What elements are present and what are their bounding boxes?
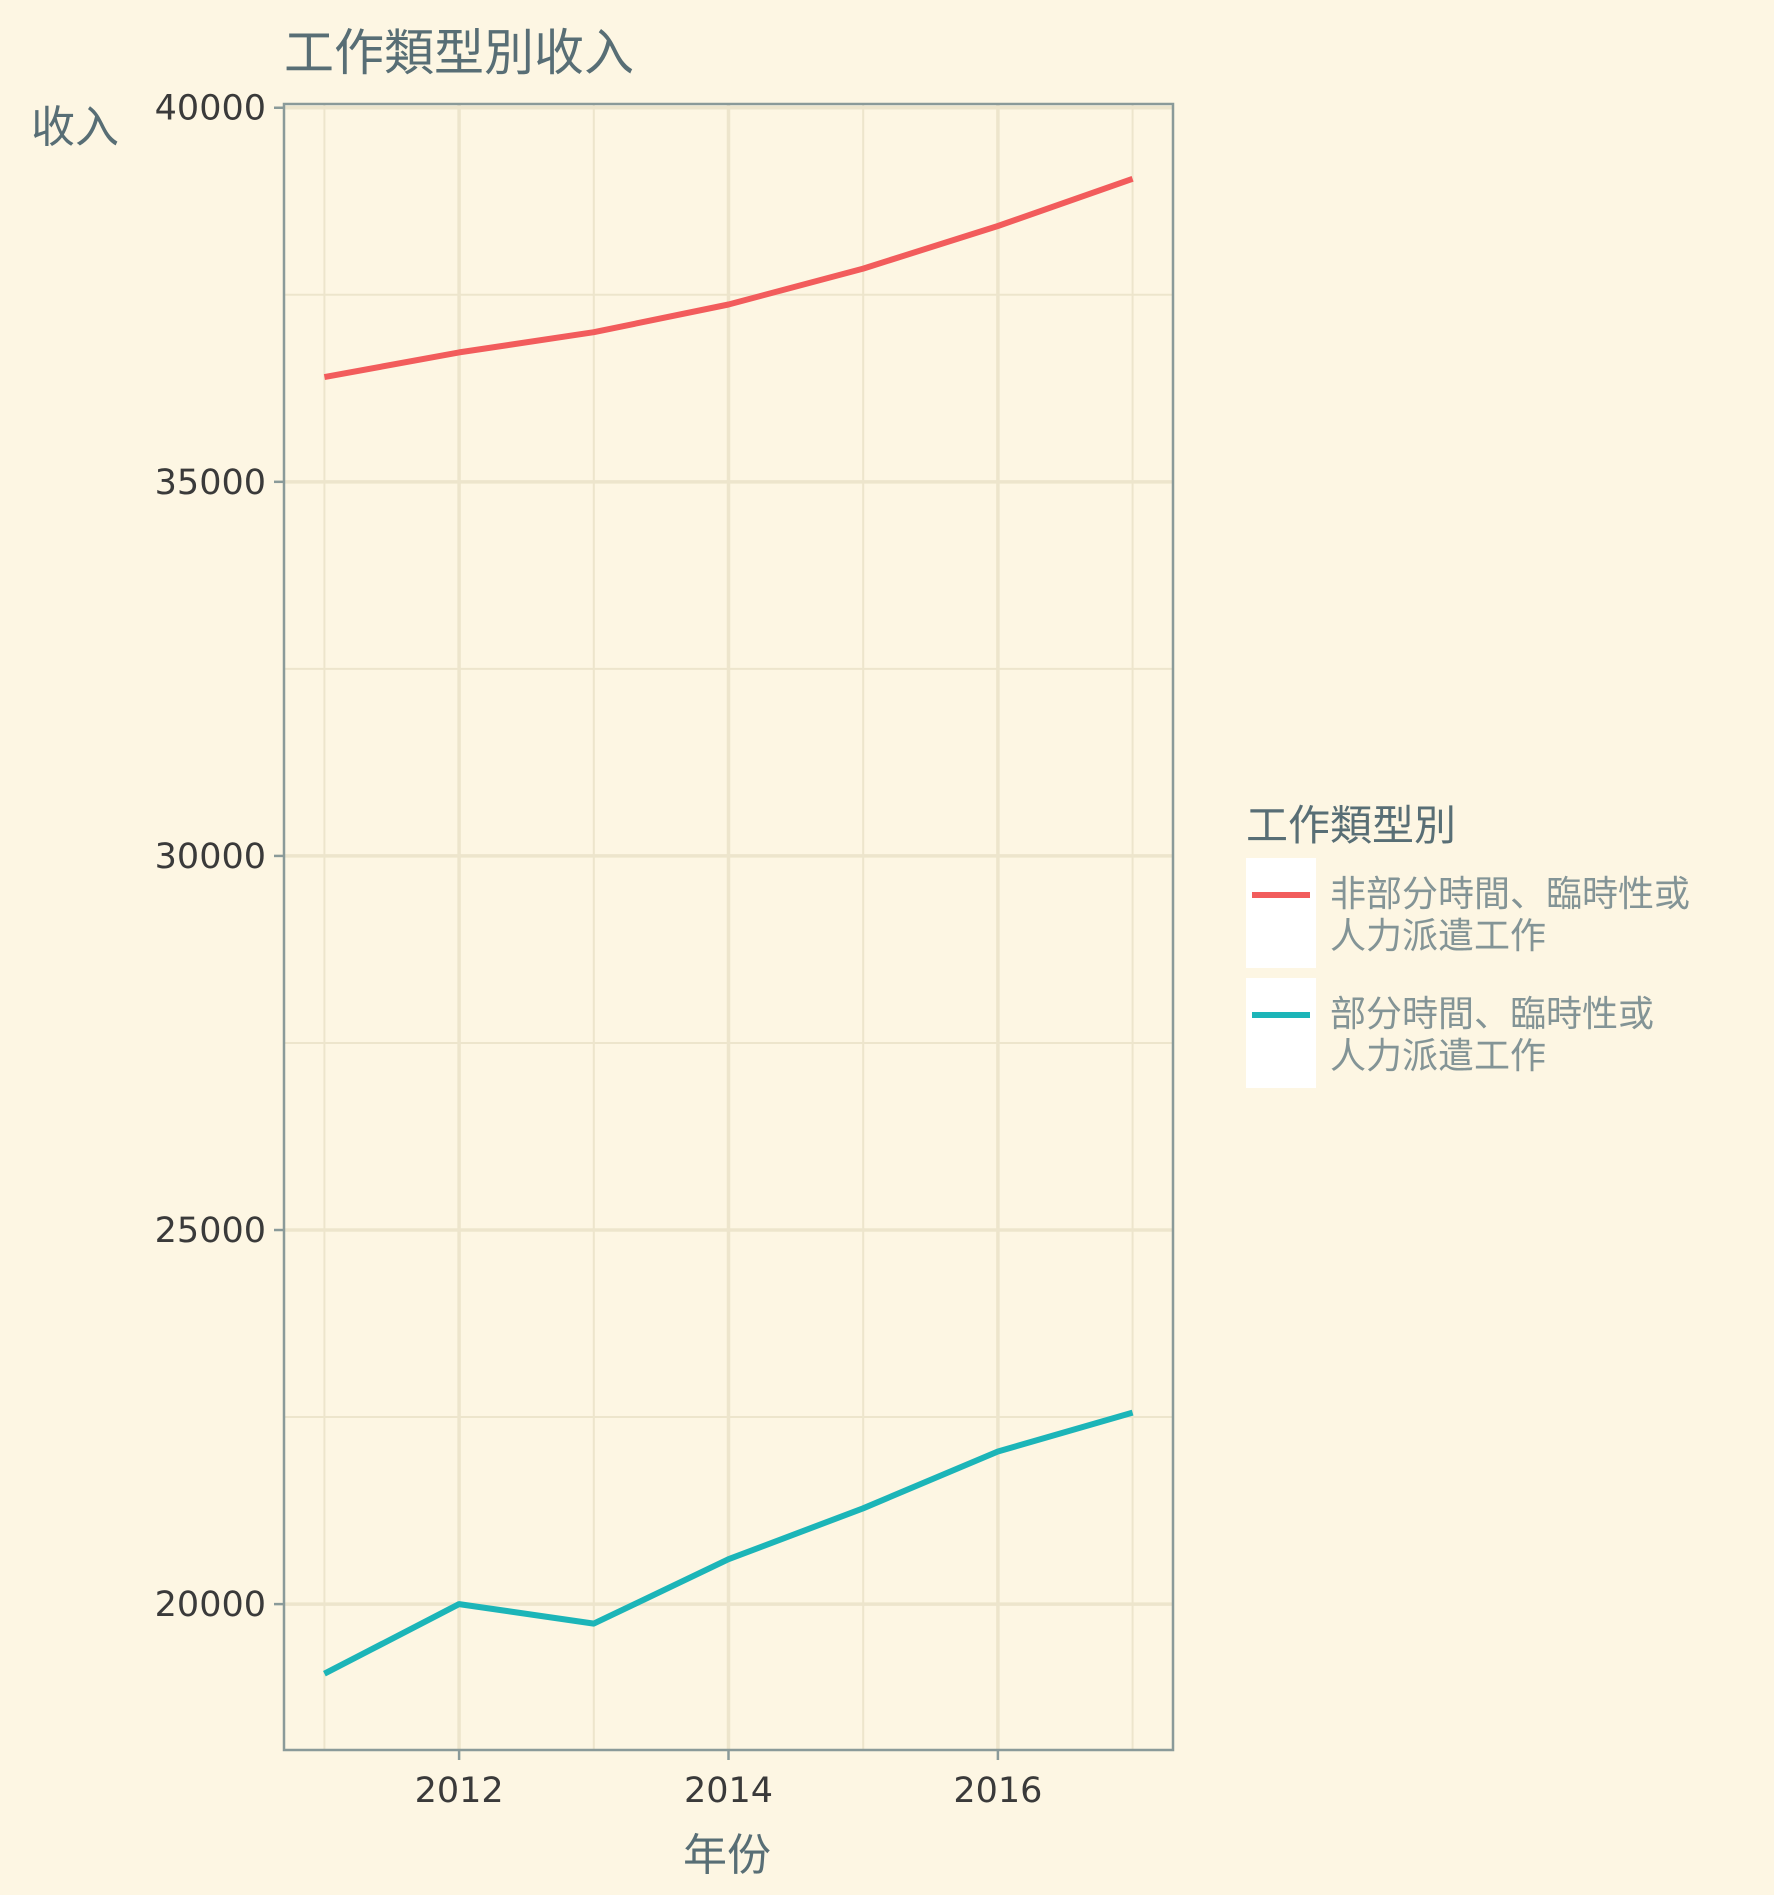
y-tick-label: 30000 [155,837,266,877]
tick-labels: 20000 25000 30000 35000 40000 2012 2014 2016 [155,89,1043,1811]
y-tick-label: 35000 [155,463,266,503]
legend-key-background [1246,978,1316,1088]
y-tick-label: 20000 [155,1585,266,1625]
legend-label: 非部分時間、臨時性或人力派遣工作 [1330,874,1690,957]
y-tick-label: 25000 [155,1211,266,1251]
axes [274,102,1175,1760]
x-tick-label: 2016 [953,1771,1042,1811]
legend-key-background [1246,858,1316,968]
legend-label-line: 人力派遣工作 [1330,916,1546,957]
grid-lines [284,104,1173,1750]
series-lines [323,175,1134,1677]
legend-label-line: 非部分時間、臨時性或 [1330,874,1690,915]
x-tick-label: 2014 [684,1771,773,1811]
legend-label-line: 人力派遣工作 [1330,1036,1546,1077]
chart-title: 工作類型別收入 [284,24,634,82]
y-tick-label: 40000 [155,89,266,129]
legend-label-line: 部分時間、臨時性或 [1330,994,1654,1035]
x-axis-title: 年份 [683,1830,771,1881]
legend-title: 工作類型別 [1246,801,1456,850]
legend-label: 部分時間、臨時性或人力派遣工作 [1330,994,1654,1077]
x-tick-label: 2012 [415,1771,504,1811]
series-line-2 [323,1409,1134,1677]
y-axis-title: 收入 [31,102,119,153]
series-line-1 [323,175,1134,381]
